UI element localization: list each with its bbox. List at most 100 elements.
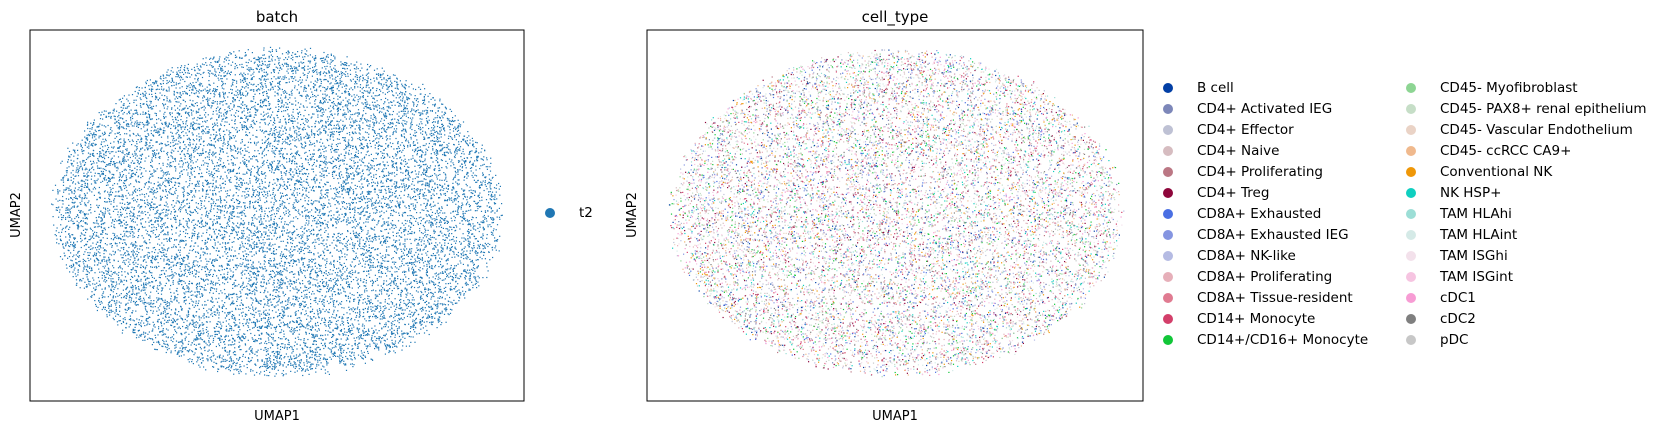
scatter-point [338, 134, 340, 136]
scatter-point [179, 241, 181, 243]
scatter-point [279, 237, 281, 239]
scatter-point [138, 211, 140, 213]
scatter-point [284, 324, 286, 326]
scatter-point [281, 125, 283, 127]
scatter-point [378, 133, 380, 135]
scatter-point [493, 228, 495, 230]
scatter-point [369, 345, 371, 347]
scatter-point [264, 210, 266, 212]
scatter-point [324, 321, 326, 324]
scatter-point [91, 191, 93, 193]
scatter-point [399, 308, 401, 310]
scatter-point [265, 314, 267, 316]
scatter-point [236, 148, 239, 150]
scatter-point [275, 66, 277, 68]
scatter-point [432, 295, 434, 297]
scatter-point [463, 258, 465, 260]
scatter-point [478, 285, 480, 287]
scatter-point [397, 342, 400, 344]
scatter-point [444, 242, 446, 244]
scatter-point [146, 278, 148, 280]
scatter-point [133, 133, 135, 135]
scatter-point [433, 237, 435, 239]
scatter-point [241, 127, 243, 129]
scatter-point [213, 231, 215, 233]
scatter-point [409, 214, 411, 217]
scatter-point [122, 97, 124, 99]
scatter-point [439, 126, 441, 129]
scatter-point [319, 209, 321, 211]
scatter-point [376, 279, 378, 281]
scatter-point [385, 307, 387, 309]
scatter-point [268, 185, 270, 188]
scatter-point [318, 263, 320, 266]
scatter-point [422, 232, 424, 235]
scatter-point [111, 173, 113, 175]
scatter-point [422, 237, 424, 239]
scatter-point [257, 275, 259, 277]
scatter-point [244, 52, 246, 54]
scatter-point [319, 268, 321, 270]
scatter-point [448, 142, 450, 144]
scatter-point [396, 328, 399, 330]
scatter-point [403, 178, 405, 180]
scatter-point [221, 182, 223, 185]
scatter-point [70, 179, 72, 181]
scatter-point [110, 280, 112, 282]
scatter-point [372, 282, 375, 284]
scatter-point [447, 304, 449, 306]
scatter-point [213, 189, 216, 191]
scatter-point [334, 170, 336, 172]
scatter-point [483, 251, 486, 254]
scatter-point [349, 186, 351, 188]
scatter-point [345, 179, 347, 181]
scatter-point [68, 245, 70, 247]
scatter-point [449, 247, 451, 249]
scatter-point [210, 280, 212, 282]
scatter-point [131, 139, 133, 141]
scatter-point [125, 148, 127, 150]
scatter-point [419, 267, 421, 269]
scatter-point [196, 296, 198, 298]
scatter-point [299, 76, 301, 78]
scatter-point [423, 178, 425, 180]
scatter-point [348, 222, 350, 224]
scatter-point [426, 321, 428, 323]
scatter-point [224, 317, 226, 319]
scatter-point [253, 71, 255, 73]
scatter-point [146, 313, 148, 315]
scatter-point [104, 276, 106, 279]
scatter-point [127, 231, 129, 233]
scatter-point [417, 291, 419, 293]
scatter-point [240, 257, 242, 260]
scatter-point [337, 280, 339, 282]
scatter-point [296, 166, 298, 168]
scatter-point [139, 150, 141, 152]
scatter-point [302, 147, 304, 149]
scatter-point [391, 220, 394, 222]
scatter-point [152, 145, 154, 147]
scatter-point [367, 204, 369, 206]
scatter-point [157, 128, 159, 130]
scatter-point [387, 236, 389, 238]
scatter-point [485, 185, 487, 187]
scatter-point [386, 153, 389, 156]
scatter-point [365, 154, 367, 156]
scatter-point [133, 186, 135, 188]
scatter-point [198, 92, 200, 94]
scatter-point [263, 98, 265, 101]
scatter-point [94, 272, 96, 274]
scatter-point [208, 341, 210, 343]
scatter-point [401, 312, 403, 314]
scatter-point [447, 242, 449, 244]
scatter-point [166, 197, 168, 199]
scatter-point [257, 103, 259, 105]
scatter-point [198, 126, 200, 128]
scatter-point [65, 209, 67, 211]
scatter-point [414, 130, 416, 132]
scatter-point [452, 130, 455, 132]
scatter-point [318, 86, 320, 88]
scatter-point [129, 259, 131, 261]
scatter-point [262, 247, 264, 249]
scatter-point [132, 192, 134, 194]
